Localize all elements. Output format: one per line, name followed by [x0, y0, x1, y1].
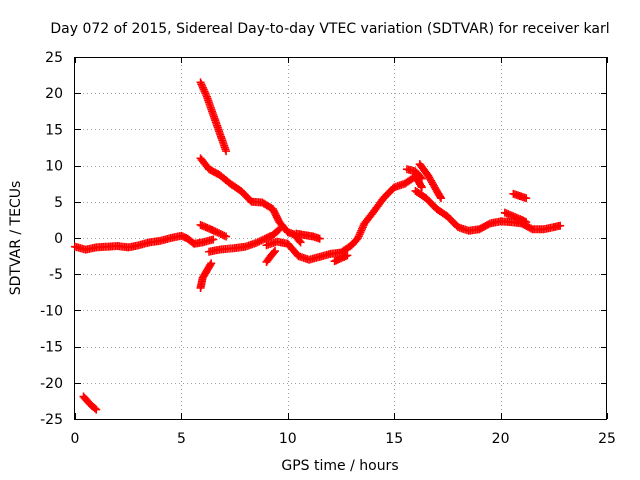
data-point	[90, 404, 99, 413]
data-point	[211, 227, 220, 236]
x-tick-label: 15	[385, 431, 403, 447]
data-point	[296, 238, 305, 247]
data-point	[315, 234, 324, 243]
series-track-e	[196, 78, 231, 156]
data-point	[92, 405, 101, 414]
data-point	[417, 174, 426, 183]
data-point	[436, 192, 445, 201]
data-point	[522, 194, 531, 203]
series-track-f	[196, 259, 216, 292]
data-point	[251, 239, 260, 248]
data-point	[220, 231, 229, 240]
data-point	[416, 181, 425, 190]
data-point	[206, 260, 215, 269]
data-point	[556, 221, 565, 230]
data-point	[222, 147, 231, 156]
grid	[75, 57, 607, 419]
data-point	[295, 237, 304, 246]
series-track-i	[262, 247, 280, 266]
data-point	[218, 230, 227, 239]
data-point	[213, 228, 222, 237]
y-tick-label: -15	[40, 340, 63, 356]
x-axis-title: GPS time / hours	[281, 458, 398, 474]
data-point	[214, 229, 223, 238]
data-point	[437, 194, 446, 203]
series-track-j	[292, 229, 324, 243]
series-track-o	[415, 160, 446, 203]
x-tick-label: 25	[598, 431, 616, 447]
tick-marks	[75, 57, 608, 420]
series-track-m	[402, 165, 426, 183]
data-point	[417, 183, 426, 192]
x-tick-labels: 0 5 10 15 20 25	[71, 431, 616, 447]
data-point	[258, 235, 267, 244]
data-points	[71, 78, 565, 414]
data-point	[269, 248, 278, 257]
x-tick-label: 5	[177, 431, 186, 447]
series-main-track	[71, 231, 218, 254]
y-tick-label: 15	[45, 122, 63, 138]
data-point	[343, 251, 352, 260]
series-track-g	[196, 220, 231, 241]
series-track-a	[205, 225, 284, 256]
y-tick-label: 5	[54, 195, 63, 211]
series-track-c	[411, 186, 565, 235]
y-tick-labels: -25 -20 -15 -10 -5 0 5 10 15 20 25	[40, 50, 63, 428]
data-point	[209, 235, 218, 244]
x-tick-label: 10	[279, 431, 297, 447]
chart-title: Day 072 of 2015, Sidereal Day-to-day VTE…	[50, 21, 609, 37]
y-tick-label: 25	[45, 50, 63, 66]
y-tick-label: -5	[49, 267, 63, 283]
data-point	[416, 173, 425, 182]
series-track-l	[509, 189, 531, 203]
y-axis-title: SDTVAR / TECUs	[8, 181, 24, 296]
series-track-d	[196, 154, 305, 247]
data-point	[255, 237, 264, 246]
y-tick-label: -10	[40, 303, 63, 319]
x-tick-label: 0	[71, 431, 80, 447]
series-track-k	[500, 208, 531, 227]
data-point	[207, 259, 216, 268]
series-track-n	[330, 251, 352, 266]
y-tick-label: 10	[45, 159, 63, 175]
data-point	[274, 226, 283, 235]
data-point	[271, 247, 280, 256]
y-tick-label: -25	[40, 412, 63, 428]
series-track-b	[262, 172, 426, 264]
series-track-h	[79, 392, 101, 414]
y-tick-label: 20	[45, 86, 63, 102]
data-point	[222, 232, 231, 241]
x-tick-label: 20	[492, 431, 510, 447]
data-point	[522, 218, 531, 227]
y-tick-label: -20	[40, 376, 63, 392]
y-tick-label: 0	[54, 231, 63, 247]
data-point	[257, 236, 266, 245]
data-point	[216, 230, 225, 239]
data-point	[253, 238, 262, 247]
